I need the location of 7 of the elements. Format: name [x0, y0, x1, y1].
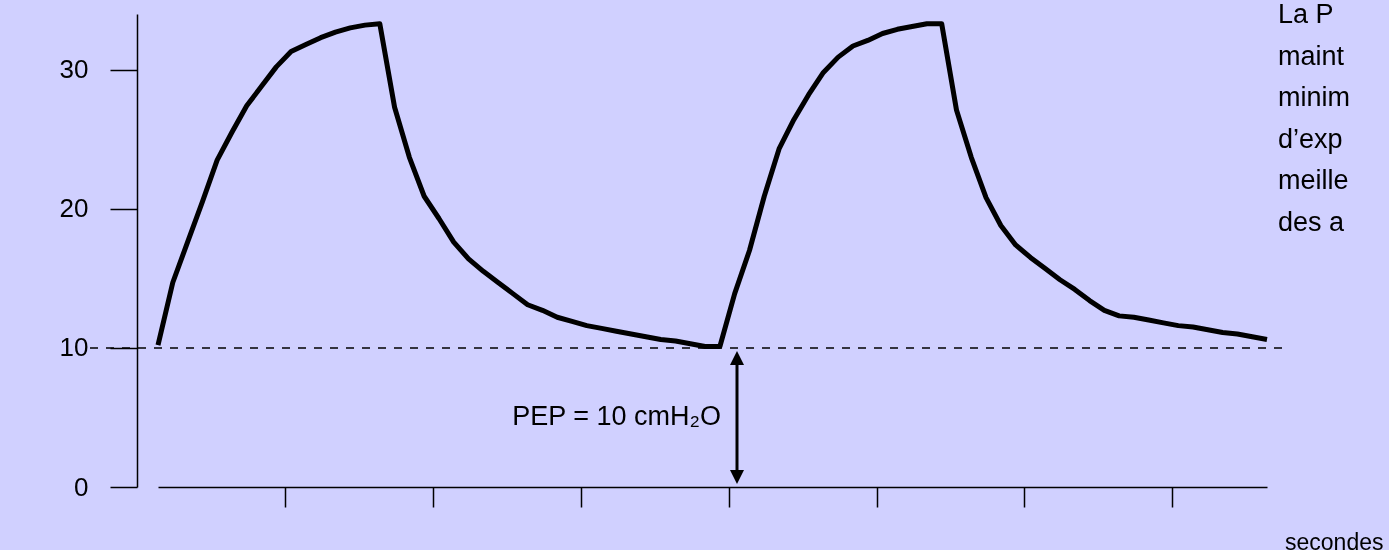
y-tick-label: 0 — [74, 471, 89, 502]
x-axis-title: secondes — [1285, 528, 1384, 550]
annotation: PEP = 10 cmH₂O — [512, 401, 721, 432]
text: La P maint minim d’exp meille des a — [1278, 0, 1350, 239]
y-tick-label: 30 — [59, 54, 89, 85]
y-tick-label: 10 — [59, 332, 89, 363]
y-tick-label: 20 — [59, 193, 89, 224]
